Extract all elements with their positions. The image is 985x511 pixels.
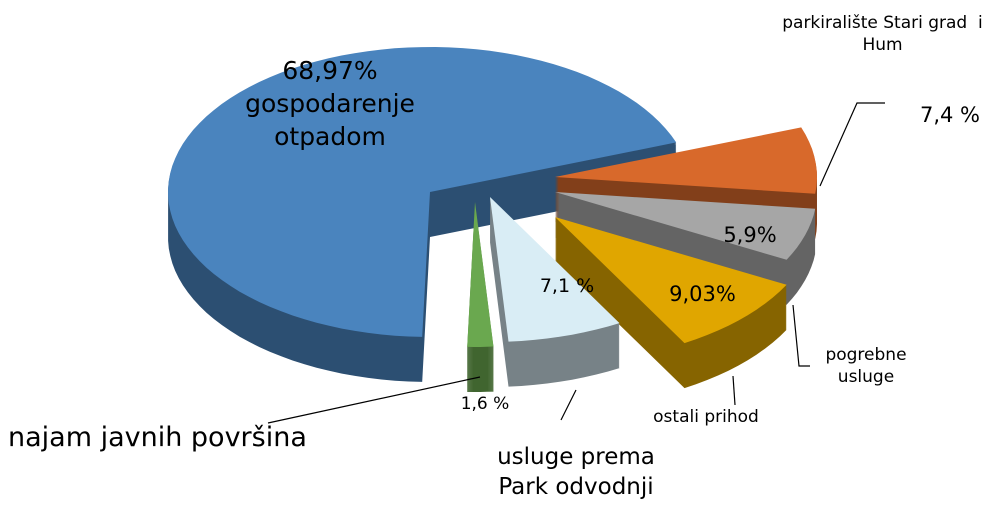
slice [490, 197, 620, 342]
leader-line [267, 376, 481, 424]
category-label: najam javnih površina [8, 422, 307, 453]
value-label: 1,6 % [460, 394, 510, 414]
leader-line [792, 304, 810, 367]
value-label: 68,97% [282, 56, 378, 85]
value-label: 5,9% [723, 223, 777, 247]
leader-lines [267, 102, 885, 424]
category-label: ostali prihod [653, 407, 759, 427]
category-label: usluge prema Park odvodnji [497, 444, 663, 500]
leader-line [732, 375, 736, 406]
category-label: parkiralište Stari grad i Hum [782, 13, 983, 56]
category-label: pogrebne usluge [825, 345, 912, 388]
slice [555, 127, 817, 194]
slice [168, 47, 677, 337]
leader-line [560, 389, 577, 421]
leader-line [819, 102, 885, 187]
slice [467, 202, 494, 347]
value-label: 7,4 % [919, 103, 981, 127]
pie [168, 47, 817, 392]
slice [555, 192, 816, 260]
value-label: 7,1 % [539, 275, 595, 297]
slice [555, 217, 787, 344]
category-label: gospodarenje otpadom [245, 89, 423, 151]
value-label: 9,03% [669, 282, 736, 306]
